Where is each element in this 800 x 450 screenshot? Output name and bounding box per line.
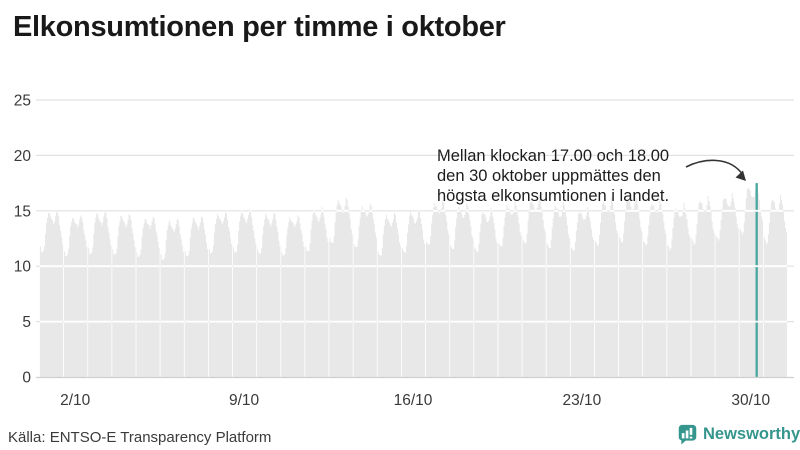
annotation-line: högsta elkonsumtionen i landet. [437,187,670,205]
y-tick-label: 0 [22,370,31,387]
annotation-arrow [685,159,746,181]
x-tick-label: 2/10 [60,392,91,409]
newsworthy-wordmark: Newsworthy [703,424,800,443]
source-caption: Källa: ENTSO-E Transparency Platform [8,429,272,446]
y-tick-label: 20 [14,148,32,165]
annotation: Mellan klockan 17.00 och 18.00 den 30 ok… [437,146,669,206]
consumption-chart: 0 5 10 15 20 25 2/10 9/10 16/10 23/10 30/10 [0,80,800,420]
newsworthy-logo: Newsworthy [677,423,800,445]
annotation-line: Mellan klockan 17.00 och 18.00 [437,147,670,165]
x-tick-label: 9/10 [229,392,260,409]
chart-canvas: 0 5 10 15 20 25 2/10 9/10 16/10 23/10 30/10 [14,93,794,409]
hourly-bars [39,183,788,377]
chart-title: Elkonsumtionen per timme i oktober [13,11,506,43]
x-tick-label: 16/10 [394,392,433,409]
y-tick-label: 5 [22,314,31,331]
y-tick-label: 25 [14,93,31,110]
highlight-bar [755,183,758,377]
y-tick-label: 15 [14,203,31,220]
x-tick-label: 30/10 [731,392,770,409]
newsworthy-bar-chart-bubble-icon [678,424,697,445]
x-tick-label: 23/10 [563,392,602,409]
annotation-line: den 30 oktober uppmättes den [437,167,661,185]
y-tick-label: 10 [14,259,32,276]
